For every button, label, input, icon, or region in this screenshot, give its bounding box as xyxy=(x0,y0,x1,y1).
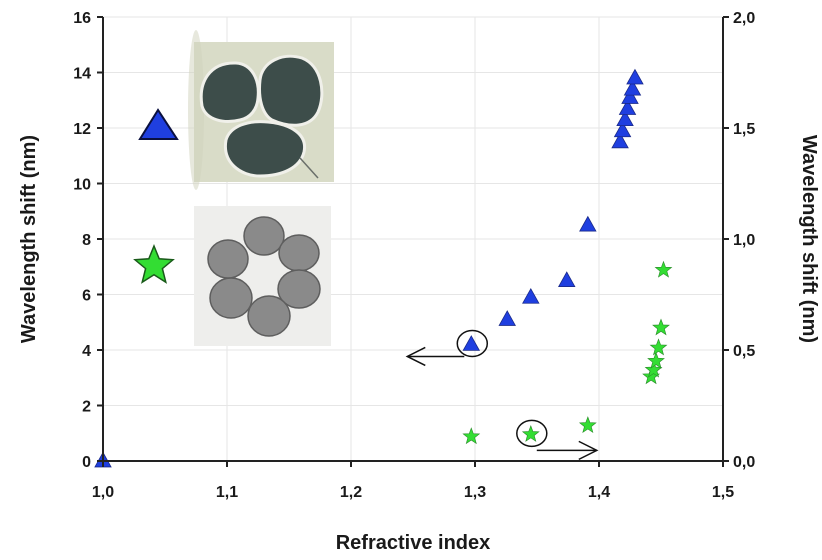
x-tick-label: 1,5 xyxy=(712,484,734,501)
left-y-tick-label: 6 xyxy=(82,288,91,305)
right-y-tick-label: 0,0 xyxy=(733,454,755,471)
data-point-triangle xyxy=(621,88,639,104)
right-y-tick-label: 1,0 xyxy=(733,232,755,249)
annotation-circle xyxy=(456,329,489,358)
x-tick-label: 1,3 xyxy=(464,484,486,501)
data-point-triangle xyxy=(579,215,597,232)
right-y-axis-title: Wavelength shift (nm) xyxy=(798,135,820,343)
data-point-triangle xyxy=(611,132,629,149)
left-y-tick-label: 2 xyxy=(82,399,91,416)
annotations xyxy=(405,329,599,461)
left-y-tick-label: 10 xyxy=(73,177,91,194)
inset-six-core-fiber xyxy=(194,206,331,346)
data-point-triangle xyxy=(623,79,642,96)
data-point-star xyxy=(521,425,540,442)
data-point-star xyxy=(654,260,673,278)
left-y-axis-title: Wavelength shift (nm) xyxy=(18,135,40,343)
left-y-tick-label: 8 xyxy=(82,232,91,249)
right-y-tick-label: 2,0 xyxy=(733,10,755,27)
x-tick-label: 1,2 xyxy=(340,484,362,501)
data-point-star xyxy=(578,416,597,434)
legend-star-marker xyxy=(133,244,175,284)
data-point-star xyxy=(652,318,670,336)
x-axis-title: Refractive index xyxy=(336,532,491,554)
data-point-triangle xyxy=(462,335,481,351)
data-point-triangle xyxy=(616,110,634,127)
arrow-right-head xyxy=(578,440,599,461)
left-y-tick-label: 4 xyxy=(82,343,91,360)
x-tick-label: 1,4 xyxy=(588,484,610,501)
data-point-triangle xyxy=(613,121,632,138)
ticks: 1,0 1,1 1,2 1,3 1,4 1,5 0 2 4 6 8 10 12 14 16 0,0 0,5 1,0… xyxy=(73,10,755,501)
left-y-tick-label: 14 xyxy=(73,66,91,83)
left-y-tick-label: 0 xyxy=(82,454,91,471)
data-point-star xyxy=(649,338,668,356)
series-star xyxy=(462,260,673,445)
right-y-tick-label: 0,5 xyxy=(733,343,755,360)
right-y-tick-label: 1,5 xyxy=(733,121,755,138)
arrow-left-head xyxy=(405,346,426,367)
data-point-triangle xyxy=(522,287,540,304)
grid xyxy=(102,16,724,462)
left-y-tick-label: 12 xyxy=(73,121,91,138)
inset-three-core-fiber xyxy=(188,30,334,190)
data-point-triangle xyxy=(498,310,516,326)
x-tick-label: 1,1 xyxy=(216,484,238,501)
annotation-circle xyxy=(516,419,548,448)
legend-triangle-marker xyxy=(138,108,179,140)
data-point-triangle xyxy=(618,99,637,115)
data-point-star xyxy=(647,351,665,369)
data-point-triangle xyxy=(558,271,576,287)
left-y-tick-label: 16 xyxy=(73,10,91,27)
data-point-triangle xyxy=(626,68,644,85)
x-tick-label: 1,0 xyxy=(92,484,114,501)
data-point-star xyxy=(462,427,481,445)
